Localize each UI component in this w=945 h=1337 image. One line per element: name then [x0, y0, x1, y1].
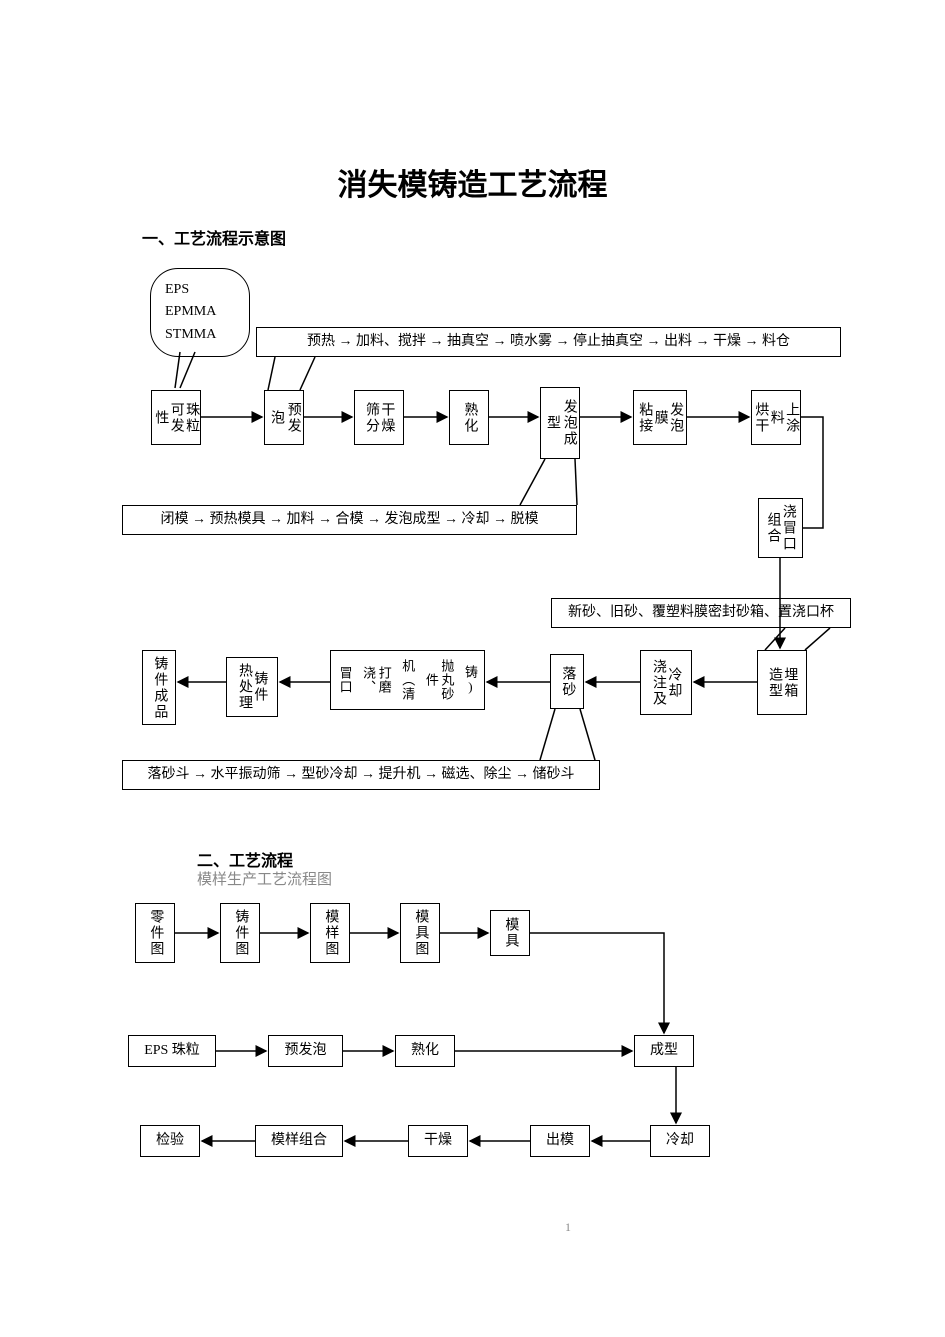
d2-cast-drawing: 铸件图: [220, 903, 260, 963]
c3-p4: 抛丸砂件: [423, 655, 454, 705]
box-pour-cool: 浇注及 冷却: [640, 650, 692, 715]
d2-eps-beads: EPS 珠粒: [128, 1035, 216, 1067]
box-mature: 熟化: [449, 390, 489, 445]
page-number: 1: [565, 1220, 571, 1235]
col1: 热处理: [237, 663, 252, 711]
col2: 浇冒口: [781, 504, 796, 552]
heading-1: 一、工艺流程示意图: [142, 225, 286, 249]
c3-p2: 打磨浇、: [361, 655, 392, 705]
detail-top: 预热 → 加料、搅拌 → 抽真空 → 喷水雾 → 停止抽真空 → 出料 → 干燥…: [256, 327, 841, 357]
c3-p5: 铸): [462, 665, 478, 695]
box-bake-coat: 烘干 上涂料: [751, 390, 801, 445]
box-shakeout: 落砂: [550, 654, 584, 709]
col2: 珠粒: [184, 402, 199, 434]
box-foam-mold: 发泡成型: [540, 387, 580, 459]
col1: 造型: [767, 667, 782, 699]
d2-assemble: 模样组合: [255, 1125, 343, 1157]
bubble-line-3: STMMA: [165, 324, 235, 346]
col1: 粘接: [637, 402, 652, 434]
detail-mid: 闭模 → 预热模具 → 加料 → 合模 → 发泡成型 → 冷却 → 脱模: [122, 505, 577, 535]
box-raw-beads: 可发性 珠粒: [151, 390, 201, 445]
box-clean: 冒口 打磨浇、 机（清 抛丸砂件 铸): [330, 650, 485, 710]
d2-pattern-drawing: 模样图: [310, 903, 350, 963]
d2-molding: 成型: [634, 1035, 694, 1067]
box-assemble-riser: 组合 浇冒口: [758, 498, 803, 558]
col2: 冷却: [666, 667, 681, 699]
bubble-line-1: EPS: [165, 279, 235, 301]
col1: 筛分: [364, 402, 379, 434]
box-screen-dry: 筛分 干燥: [354, 390, 404, 445]
box-bond: 粘接 发泡膜: [633, 390, 687, 445]
bubble-line-2: EPMMA: [165, 301, 235, 323]
d2-cool: 冷却: [650, 1125, 710, 1157]
d2-inspect: 检验: [140, 1125, 200, 1157]
col1: 可发性: [153, 395, 184, 440]
col2: 埋箱: [782, 667, 797, 699]
col2: 上涂料: [768, 395, 799, 440]
c3-p3: 机（清: [400, 659, 416, 701]
d2-mold: 模具: [490, 910, 530, 956]
page-title: 消失模铸造工艺流程: [0, 160, 945, 204]
d2-mold-drawing: 模具图: [400, 903, 440, 963]
col1: 烘干: [753, 402, 768, 434]
col1: 浇注及: [651, 659, 666, 707]
col2: 铸件: [252, 671, 267, 703]
col1: 组合: [765, 512, 780, 544]
c3-p1: 冒口: [337, 666, 353, 694]
box-prefoam: 预发泡: [264, 390, 304, 445]
d2-dry: 干燥: [408, 1125, 468, 1157]
d2-prefoam: 预发泡: [268, 1035, 343, 1067]
box-finished: 铸件成品: [142, 650, 176, 725]
d2-mature: 熟化: [395, 1035, 455, 1067]
detail-sand: 新砂、旧砂、覆塑料膜密封砂箱、置浇口杯: [551, 598, 851, 628]
d2-part-drawing: 零件图: [135, 903, 175, 963]
detail-bottom: 落砂斗 → 水平振动筛 → 型砂冷却 → 提升机 → 磁选、除尘 → 储砂斗: [122, 760, 600, 790]
col2: 发泡膜: [652, 395, 683, 440]
materials-bubble: EPS EPMMA STMMA: [150, 268, 250, 357]
box-molding: 造型 埋箱: [757, 650, 807, 715]
col2: 干燥: [379, 402, 394, 434]
subheading-2: 模样生产工艺流程图: [197, 868, 332, 889]
box-heat-treat: 热处理 铸件: [226, 657, 278, 717]
d2-eject: 出模: [530, 1125, 590, 1157]
